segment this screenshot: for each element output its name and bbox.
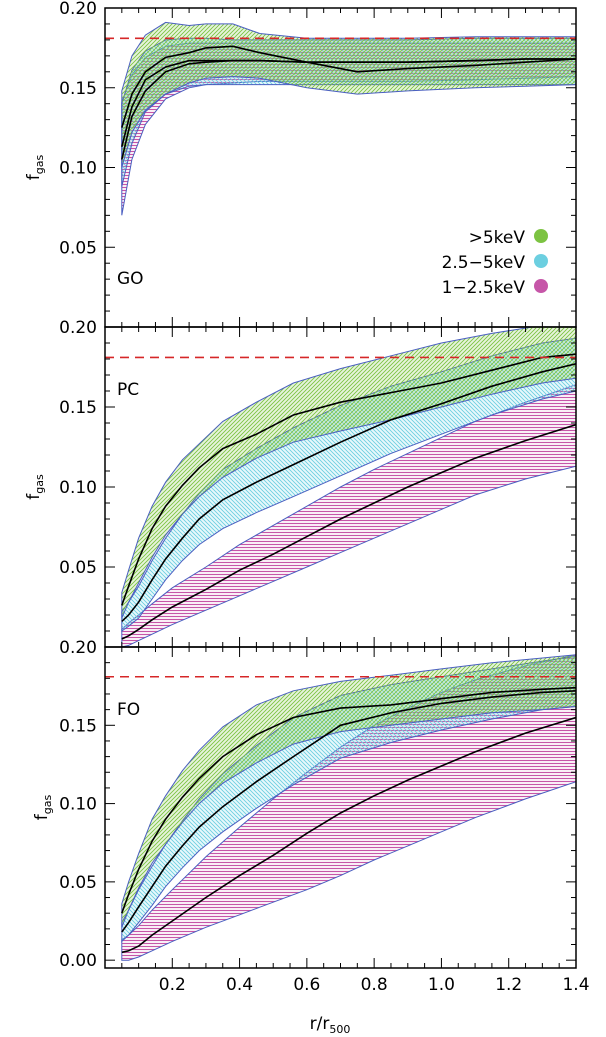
panel-fo: 0.00 0.05 0.10 0.15 0.20 FO fgas bbox=[32, 638, 577, 971]
y-axis-title-main: f bbox=[24, 173, 44, 180]
y-tick-label: 0.15 bbox=[59, 398, 97, 418]
y-axis-title: fgas bbox=[24, 155, 46, 181]
panel-pc: 0.05 0.10 0.15 0.20 PC fgas bbox=[24, 318, 577, 648]
panels-layer: 0.050.100.150.20GOfgas0.050.100.150.20PC… bbox=[24, 0, 590, 995]
panel-go: 0.05 0.10 0.15 0.20 GO fgas bbox=[24, 0, 577, 328]
x-tick-label: 0.4 bbox=[226, 975, 253, 995]
y-axis-title: fgas bbox=[32, 795, 54, 821]
y-tick-label: 0.10 bbox=[59, 159, 97, 179]
band-hot bbox=[121, 327, 576, 619]
y-tick-label: 0.15 bbox=[59, 716, 97, 736]
y-tick-label: 0.15 bbox=[59, 79, 97, 99]
y-tick-label: 0.00 bbox=[59, 951, 97, 971]
plot-area bbox=[105, 21, 576, 216]
band-hot bbox=[121, 21, 576, 168]
x-tick-label: 1.4 bbox=[562, 975, 589, 995]
legend: >5keV 2.5−5keV 1−2.5keV bbox=[442, 228, 548, 298]
mean-line-mid bbox=[121, 690, 576, 933]
y-axis-title-subscript: gas bbox=[33, 155, 46, 175]
y-axis-title-subscript: gas bbox=[33, 474, 46, 494]
legend-label-cool: 1−2.5keV bbox=[442, 278, 526, 298]
plot-area bbox=[105, 327, 576, 647]
y-tick-label: 0.05 bbox=[59, 873, 97, 893]
mean-line-cool bbox=[121, 716, 576, 954]
x-tick-label: 0.8 bbox=[361, 975, 388, 995]
x-axis-title: r/r500 bbox=[310, 1014, 351, 1036]
x-tick-label: 0.2 bbox=[159, 975, 186, 995]
legend-swatch-mid bbox=[534, 254, 548, 268]
band-cool bbox=[121, 654, 576, 961]
mean-line-hot bbox=[121, 45, 576, 128]
panel-label: GO bbox=[117, 269, 144, 289]
x-tick-label: 1.2 bbox=[495, 975, 522, 995]
legend-label-hot: >5keV bbox=[469, 228, 526, 248]
x-axis-title-subscript: 500 bbox=[329, 1023, 350, 1036]
y-axis-title-subscript: gas bbox=[41, 795, 54, 815]
band-hot bbox=[121, 654, 576, 928]
y-tick-label: 0.10 bbox=[59, 795, 97, 815]
y-axis-title: fgas bbox=[24, 474, 46, 500]
y-tick-label: 0.05 bbox=[59, 238, 97, 258]
panel-label: FO bbox=[117, 700, 140, 720]
legend-swatch-hot bbox=[534, 229, 548, 243]
y-axis-title-main: f bbox=[32, 813, 52, 820]
plot-area bbox=[105, 654, 576, 961]
legend-label-mid: 2.5−5keV bbox=[442, 253, 526, 273]
y-axis-title-main: f bbox=[24, 493, 44, 500]
mean-line-mid bbox=[121, 58, 576, 147]
mean-line-hot bbox=[121, 353, 576, 606]
x-tick-label: 1.0 bbox=[428, 975, 455, 995]
y-tick-label: 0.20 bbox=[59, 318, 97, 338]
panel-label: PC bbox=[117, 380, 139, 400]
legend-swatch-cool bbox=[534, 279, 548, 293]
y-tick-label: 0.20 bbox=[59, 0, 97, 19]
x-tick-label: 0.6 bbox=[293, 975, 320, 995]
x-axis-title-main: r/r bbox=[310, 1014, 330, 1034]
mean-line-hot bbox=[121, 686, 576, 914]
y-tick-label: 0.05 bbox=[59, 558, 97, 578]
y-tick-label: 0.20 bbox=[59, 638, 97, 658]
mean-line-mid bbox=[121, 363, 576, 622]
mean-line-cool bbox=[121, 423, 576, 640]
y-tick-label: 0.10 bbox=[59, 478, 97, 498]
